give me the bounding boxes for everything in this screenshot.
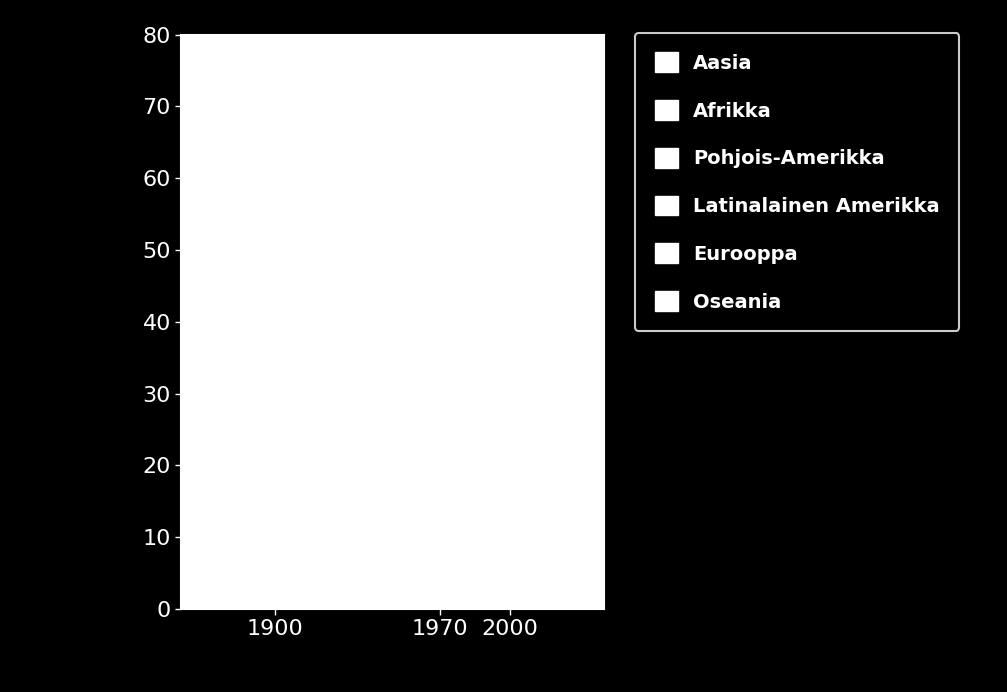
Bar (481, 264, 540, 350)
Bar (481, 92, 540, 264)
Bar (246, 0, 305, 386)
Bar (411, 545, 469, 573)
Bar (246, 566, 305, 576)
Bar (411, 573, 469, 609)
Bar (481, 473, 540, 609)
Bar (246, 466, 305, 566)
Bar (246, 386, 305, 465)
Bar (481, 0, 540, 92)
Legend: Aasia, Afrikka, Pohjois-Amerikka, Latinalainen Amerikka, Eurooppa, Oseania: Aasia, Afrikka, Pohjois-Amerikka, Latina… (635, 33, 960, 331)
Bar (481, 350, 540, 473)
Bar (411, 279, 469, 422)
Bar (246, 576, 305, 609)
Bar (411, 422, 469, 545)
Bar (411, 0, 469, 279)
